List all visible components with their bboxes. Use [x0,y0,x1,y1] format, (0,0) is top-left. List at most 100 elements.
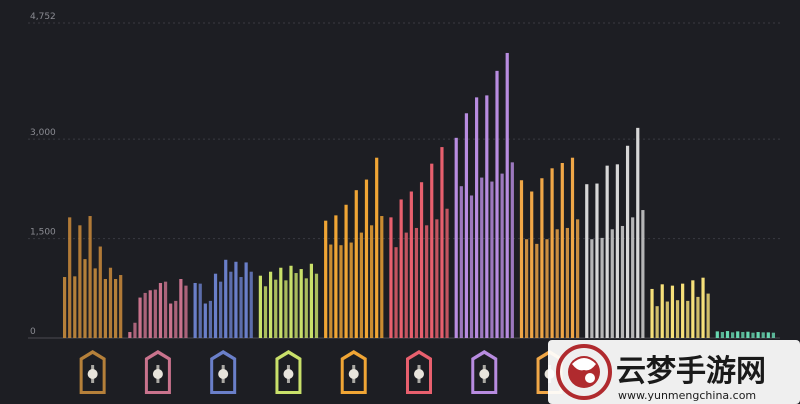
bar-group [715,331,776,338]
bar [62,277,67,338]
bar [425,225,429,338]
bar [519,180,524,338]
hand-drop-icon [406,350,432,394]
bar [670,285,675,338]
bar [404,232,408,338]
bar [299,269,303,338]
watermark-title: 云梦手游网 [616,354,766,389]
bar [213,273,218,338]
bar [179,279,183,338]
bar [68,217,72,338]
bar [766,332,770,338]
bar [706,293,710,338]
bar-group [389,147,449,338]
eye-mask-icon [144,350,171,394]
watermark: 云梦手游网 www.yunmengchina.com [548,340,800,404]
bar [239,277,243,338]
bar [435,219,439,338]
bar [354,190,358,338]
bar [158,282,163,338]
bar-group [193,259,253,338]
bar-group [519,157,580,338]
bar [419,182,424,338]
bar [625,145,630,338]
bar [736,331,740,338]
bar [119,275,123,338]
icons-layer [79,350,563,394]
bar [756,332,760,338]
bar [364,179,369,338]
bar [701,277,705,338]
y-tick-label: 3,000 [30,128,56,138]
bar [480,177,484,338]
bar [399,199,403,338]
bar [394,247,398,338]
bar [751,332,755,338]
bar [615,164,619,338]
bar [725,331,730,338]
watermark-logo-icon [556,344,612,400]
bar [560,163,564,338]
bar [98,246,102,338]
bar [454,137,458,338]
bar [198,283,202,338]
bar [163,281,168,338]
bar [610,229,614,338]
bar [600,237,604,338]
bar [500,173,504,338]
bar [389,217,393,338]
bar [284,280,288,338]
bar [133,322,137,338]
dagger-icon [340,350,367,394]
bar [369,225,374,338]
bar [570,157,575,338]
bar [359,232,363,338]
bar-group [454,52,514,339]
bar [329,244,333,338]
skull-leaf-icon [275,350,302,394]
bar [184,285,188,338]
bar [128,332,132,338]
bar [103,279,107,338]
bar [274,279,278,338]
bar [249,271,253,338]
bar [771,332,776,338]
y-tick-label: 1,500 [30,228,56,238]
bar [193,282,197,338]
bar-group [585,127,645,339]
bar [83,259,87,338]
bar [505,52,509,339]
bar [686,300,690,338]
bar [208,300,213,338]
bar [258,275,262,338]
bar [279,267,283,338]
bar [660,284,664,338]
bar [620,225,625,338]
bar [304,278,308,338]
grid-layer: 0 1,500 3,000 4,752 [28,12,780,339]
bar [339,245,343,338]
bar [696,296,700,338]
bar [414,227,419,338]
bar [576,219,580,338]
bar [409,191,413,338]
y-tick-label: 4,752 [30,12,56,22]
bar [269,271,273,338]
bar [143,292,147,338]
bar [636,127,640,339]
bar [525,239,529,338]
bar-group [258,263,319,338]
bar [485,95,489,338]
bar [294,273,298,338]
bar [324,220,328,338]
bar [148,290,152,338]
bar-group [62,216,123,338]
bar [138,297,142,338]
bar [440,147,444,338]
bar [605,165,609,338]
watermark-background [548,340,800,404]
watermark-url: www.yunmengchina.com [618,389,756,402]
bar-group [650,277,710,338]
